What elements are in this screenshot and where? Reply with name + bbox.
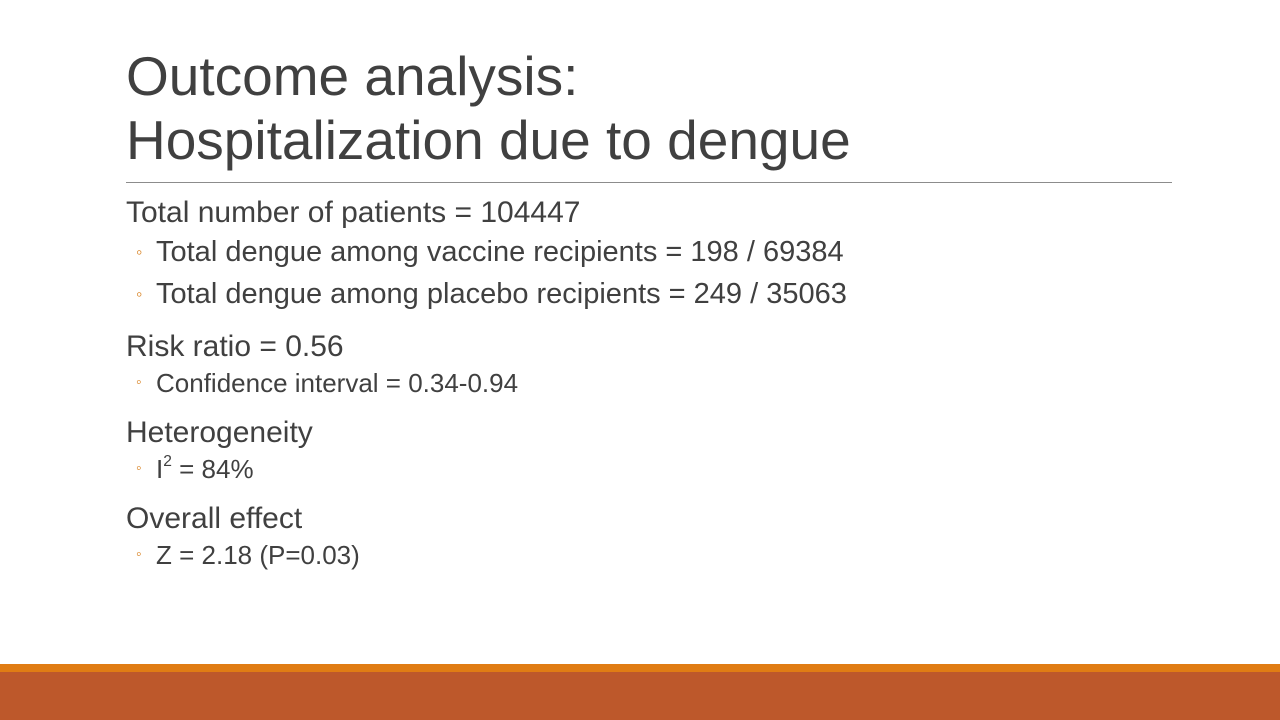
title-line-1: Outcome analysis: <box>126 45 579 107</box>
total-patients-heading: Total number of patients = 104447 <box>126 196 581 229</box>
list-item: ◦ Total dengue among placebo recipients … <box>126 273 1172 315</box>
i-squared-value: = 84% <box>171 454 254 484</box>
list-item: ◦ I2 = 84% <box>126 451 1172 487</box>
bullet-circle-icon: ◦ <box>136 374 142 391</box>
title-divider <box>126 182 1172 183</box>
list-item: ◦ Confidence interval = 0.34-0.94 <box>126 365 1172 401</box>
i-squared-exponent: 2 <box>163 453 172 471</box>
confidence-interval-text: Confidence interval = 0.34-0.94 <box>156 368 519 398</box>
bullet-circle-icon: ◦ <box>136 460 142 477</box>
title-line-2: Hospitalization due to dengue <box>126 109 851 171</box>
i-squared-text: I2 = 84% <box>156 454 254 484</box>
overall-effect-heading: Overall effect <box>126 502 303 535</box>
placebo-recipients-text: Total dengue among placebo recipients = … <box>156 278 847 310</box>
footer-accent-stripe <box>0 664 1280 672</box>
vaccine-recipients-text: Total dengue among vaccine recipients = … <box>156 236 844 268</box>
bullet-circle-icon: ◦ <box>136 242 143 262</box>
heterogeneity-heading: Heterogeneity <box>126 416 313 449</box>
list-item: ◦ Total dengue among vaccine recipients … <box>126 231 1172 273</box>
i-squared-letter: I <box>156 454 164 484</box>
footer-band <box>0 672 1280 720</box>
slide-title: Outcome analysis: Hospitalization due to… <box>126 44 1172 172</box>
slide-body: Total number of patients = 104447 ◦ Tota… <box>126 195 1172 573</box>
risk-ratio-heading: Risk ratio = 0.56 <box>126 330 344 363</box>
bullet-circle-icon: ◦ <box>136 284 143 304</box>
list-item: ◦ Z = 2.18 (P=0.03) <box>126 537 1172 573</box>
bullet-circle-icon: ◦ <box>136 546 142 563</box>
z-score-text: Z = 2.18 (P=0.03) <box>156 540 360 570</box>
